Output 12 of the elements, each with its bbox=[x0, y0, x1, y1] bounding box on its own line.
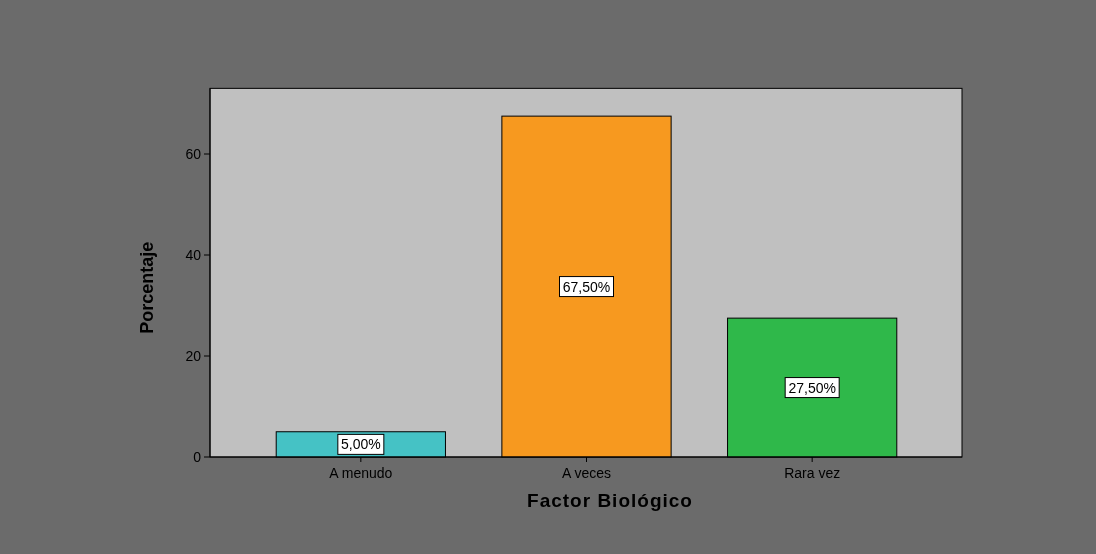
data-label: 67,50% bbox=[562, 278, 611, 295]
data-label: 5,00% bbox=[340, 436, 381, 453]
y-tick-label: 60 bbox=[185, 146, 202, 162]
x-tick-label: A menudo bbox=[329, 465, 393, 481]
y-axis-title: Porcentaje bbox=[137, 241, 157, 334]
x-tick-label: Rara vez bbox=[784, 465, 841, 481]
x-axis-title: Factor Biológico bbox=[527, 490, 693, 511]
y-tick-label: 20 bbox=[185, 348, 202, 364]
y-tick-label: 0 bbox=[193, 449, 202, 465]
y-tick-label: 40 bbox=[185, 247, 202, 263]
data-label: 27,50% bbox=[788, 379, 836, 396]
x-tick-label: A veces bbox=[561, 465, 612, 481]
